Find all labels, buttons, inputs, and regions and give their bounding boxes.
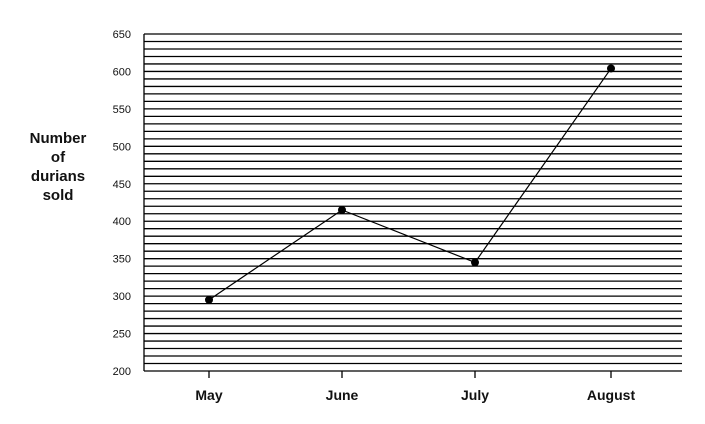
x-tick-label: July: [461, 387, 489, 403]
y-tick-label: 500: [113, 141, 131, 153]
data-point: [607, 64, 615, 73]
series-durians-sold: [205, 64, 615, 304]
y-tick-label: 350: [113, 254, 131, 266]
y-axis-label-line: durians: [31, 168, 85, 185]
grid-lines: [144, 33, 682, 372]
data-point: [471, 258, 479, 267]
y-tick-label: 400: [113, 216, 131, 228]
x-tick-label: May: [195, 387, 222, 403]
y-tick-label: 450: [113, 179, 131, 191]
x-tick-labels: May June July August: [195, 387, 635, 403]
y-tick-label: 250: [113, 329, 131, 341]
x-tick-label: August: [587, 387, 636, 403]
y-axis-label: Number of durians sold: [30, 130, 87, 204]
y-tick-label: 650: [113, 29, 131, 41]
data-point: [205, 295, 213, 304]
x-tick-label: June: [326, 387, 359, 403]
y-axis-label-line: sold: [43, 187, 74, 204]
y-tick-label: 550: [113, 104, 131, 116]
axes: [143, 34, 612, 378]
y-tick-labels: 200 250 300 350 400 450 500 550 600 650: [113, 29, 131, 378]
y-tick-label: 200: [113, 366, 131, 378]
series-line: [208, 68, 612, 301]
y-axis-label-line: Number: [30, 130, 87, 147]
y-tick-label: 300: [113, 291, 131, 303]
y-tick-label: 600: [113, 66, 131, 78]
y-axis-label-line: of: [51, 149, 66, 166]
data-point: [338, 205, 346, 214]
